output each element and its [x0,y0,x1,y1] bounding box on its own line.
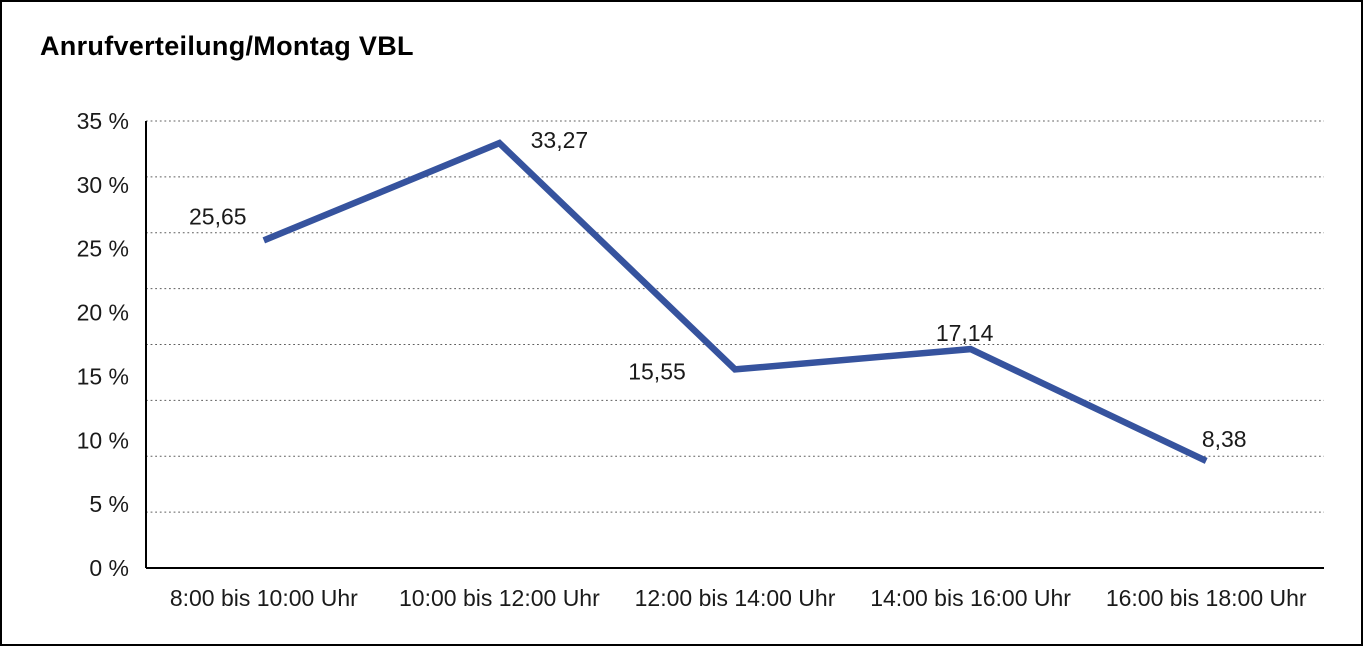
y-tick-label: 30 % [77,172,129,198]
y-tick-label: 0 % [89,555,129,581]
data-point-label: 8,38 [1202,426,1247,452]
y-tick-label: 10 % [77,427,129,453]
x-category-label: 14:00 bis 16:00 Uhr [870,585,1071,611]
data-point-label: 25,65 [189,203,247,229]
data-point-label: 33,27 [531,127,589,153]
chart-title: Anrufverteilung/Montag VBL [40,31,414,61]
x-category-label: 8:00 bis 10:00 Uhr [170,585,358,611]
y-tick-label: 5 % [89,491,129,517]
data-point-label: 17,14 [936,320,994,346]
x-category-label: 10:00 bis 12:00 Uhr [399,585,600,611]
x-category-label: 12:00 bis 14:00 Uhr [635,585,836,611]
y-tick-label: 20 % [77,300,129,326]
y-tick-label: 25 % [77,236,129,262]
x-category-label: 16:00 bis 18:00 Uhr [1106,585,1307,611]
data-series-line [262,139,1208,464]
data-point-label: 15,55 [628,358,686,384]
y-tick-label: 35 % [77,108,129,134]
y-tick-label: 15 % [77,363,129,389]
